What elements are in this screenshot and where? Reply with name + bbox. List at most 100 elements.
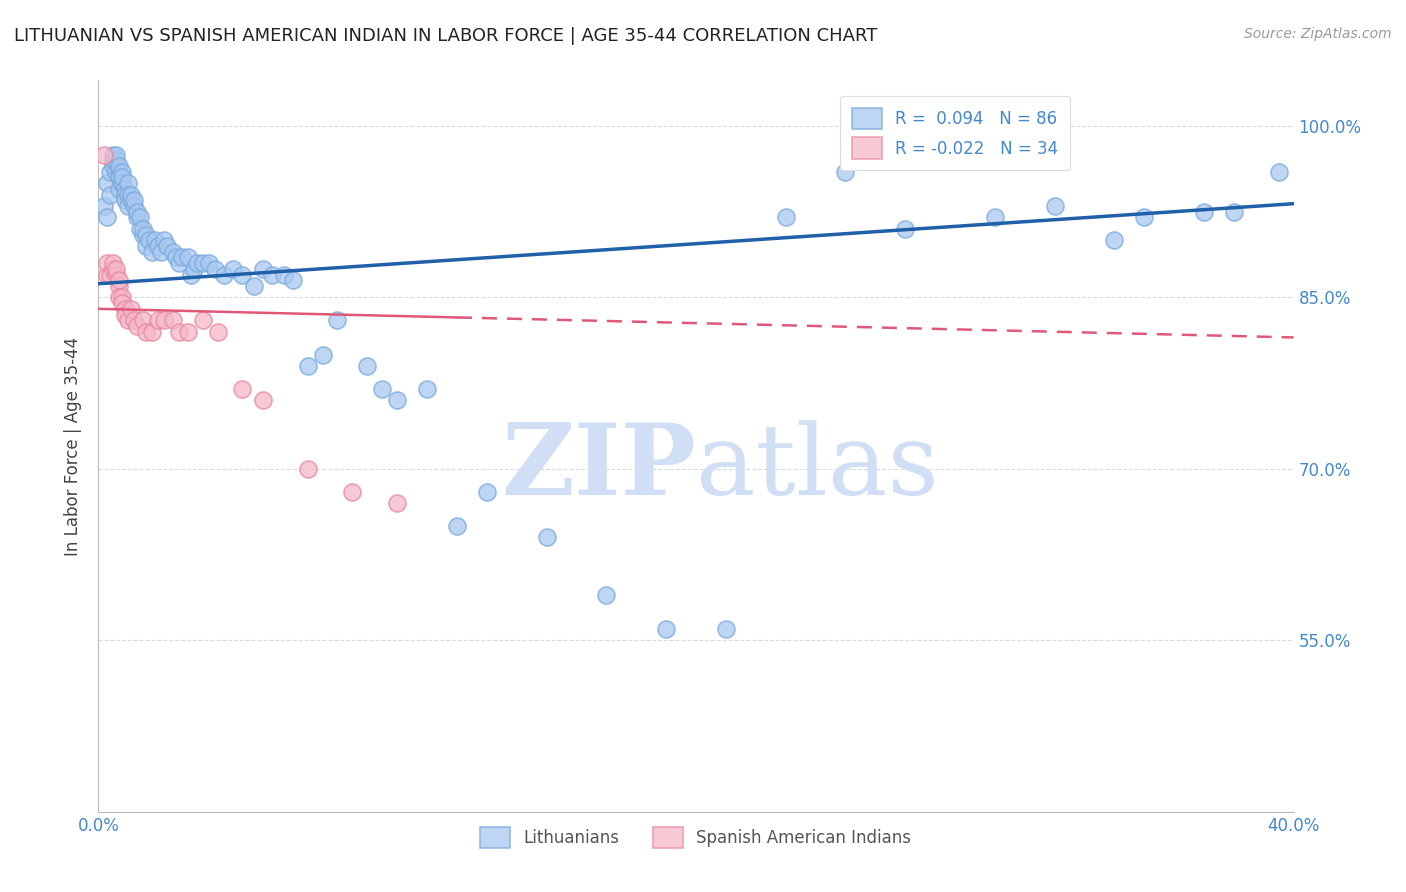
Point	[103, 153, 125, 168]
Point	[177, 325, 200, 339]
Point	[714, 622, 737, 636]
Point	[167, 325, 190, 339]
Point	[281, 273, 304, 287]
Point	[1043, 199, 1066, 213]
Point	[252, 261, 274, 276]
Text: LITHUANIAN VS SPANISH AMERICAN INDIAN IN LABOR FORCE | AGE 35-44 CORRELATION CHA: LITHUANIAN VS SPANISH AMERICAN INDIAN IN…	[14, 27, 877, 45]
Point	[231, 268, 253, 282]
Point	[180, 268, 202, 282]
Point	[153, 233, 176, 247]
Point	[222, 261, 245, 276]
Point	[103, 256, 125, 270]
Point	[371, 382, 394, 396]
Point	[120, 194, 142, 208]
Point	[141, 244, 163, 259]
Point	[1133, 211, 1156, 225]
Point	[124, 199, 146, 213]
Point	[536, 530, 558, 544]
Point	[108, 182, 131, 196]
Point	[191, 256, 214, 270]
Point	[108, 170, 131, 185]
Point	[260, 268, 283, 282]
Point	[93, 199, 115, 213]
Point	[356, 359, 378, 373]
Point	[120, 301, 142, 316]
Point	[96, 176, 118, 190]
Point	[105, 147, 128, 161]
Point	[385, 393, 409, 408]
Y-axis label: In Labor Force | Age 35-44: In Labor Force | Age 35-44	[65, 336, 83, 556]
Point	[96, 256, 118, 270]
Point	[132, 227, 155, 242]
Point	[385, 496, 409, 510]
Point	[1104, 233, 1126, 247]
Point	[129, 222, 152, 236]
Point	[117, 199, 139, 213]
Point	[114, 187, 136, 202]
Point	[98, 165, 122, 179]
Point	[153, 313, 176, 327]
Point	[108, 273, 131, 287]
Point	[446, 519, 468, 533]
Point	[111, 165, 134, 179]
Point	[103, 147, 125, 161]
Point	[108, 279, 131, 293]
Point	[143, 233, 166, 247]
Point	[204, 261, 226, 276]
Point	[297, 462, 319, 476]
Point	[127, 204, 149, 219]
Point	[111, 170, 134, 185]
Point	[120, 187, 142, 202]
Point	[326, 313, 349, 327]
Point	[207, 325, 229, 339]
Point	[111, 176, 134, 190]
Point	[212, 268, 235, 282]
Point	[108, 290, 131, 304]
Legend: Lithuanians, Spanish American Indians: Lithuanians, Spanish American Indians	[474, 820, 918, 855]
Point	[114, 182, 136, 196]
Point	[165, 251, 187, 265]
Point	[834, 165, 856, 179]
Point	[984, 211, 1007, 225]
Point	[243, 279, 266, 293]
Point	[135, 325, 157, 339]
Point	[135, 239, 157, 253]
Point	[172, 251, 194, 265]
Point	[103, 261, 125, 276]
Point	[124, 313, 146, 327]
Point	[98, 187, 122, 202]
Point	[297, 359, 319, 373]
Point	[135, 227, 157, 242]
Point	[775, 211, 797, 225]
Point	[655, 622, 678, 636]
Point	[129, 211, 152, 225]
Point	[1192, 204, 1215, 219]
Point	[127, 211, 149, 225]
Text: Source: ZipAtlas.com: Source: ZipAtlas.com	[1244, 27, 1392, 41]
Point	[1267, 165, 1289, 179]
Point	[1223, 204, 1246, 219]
Point	[342, 484, 364, 499]
Point	[117, 187, 139, 202]
Point	[162, 313, 184, 327]
Point	[117, 176, 139, 190]
Point	[111, 296, 134, 310]
Point	[105, 165, 128, 179]
Point	[96, 211, 118, 225]
Point	[96, 268, 118, 282]
Point	[117, 313, 139, 327]
Point	[148, 313, 170, 327]
Point	[132, 313, 155, 327]
Point	[111, 290, 134, 304]
Point	[162, 244, 184, 259]
Point	[105, 153, 128, 168]
Point	[114, 301, 136, 316]
Point	[108, 159, 131, 173]
Point	[191, 313, 214, 327]
Point	[894, 222, 917, 236]
Point	[416, 382, 439, 396]
Point	[114, 194, 136, 208]
Point	[111, 176, 134, 190]
Point	[98, 268, 122, 282]
Point	[167, 256, 190, 270]
